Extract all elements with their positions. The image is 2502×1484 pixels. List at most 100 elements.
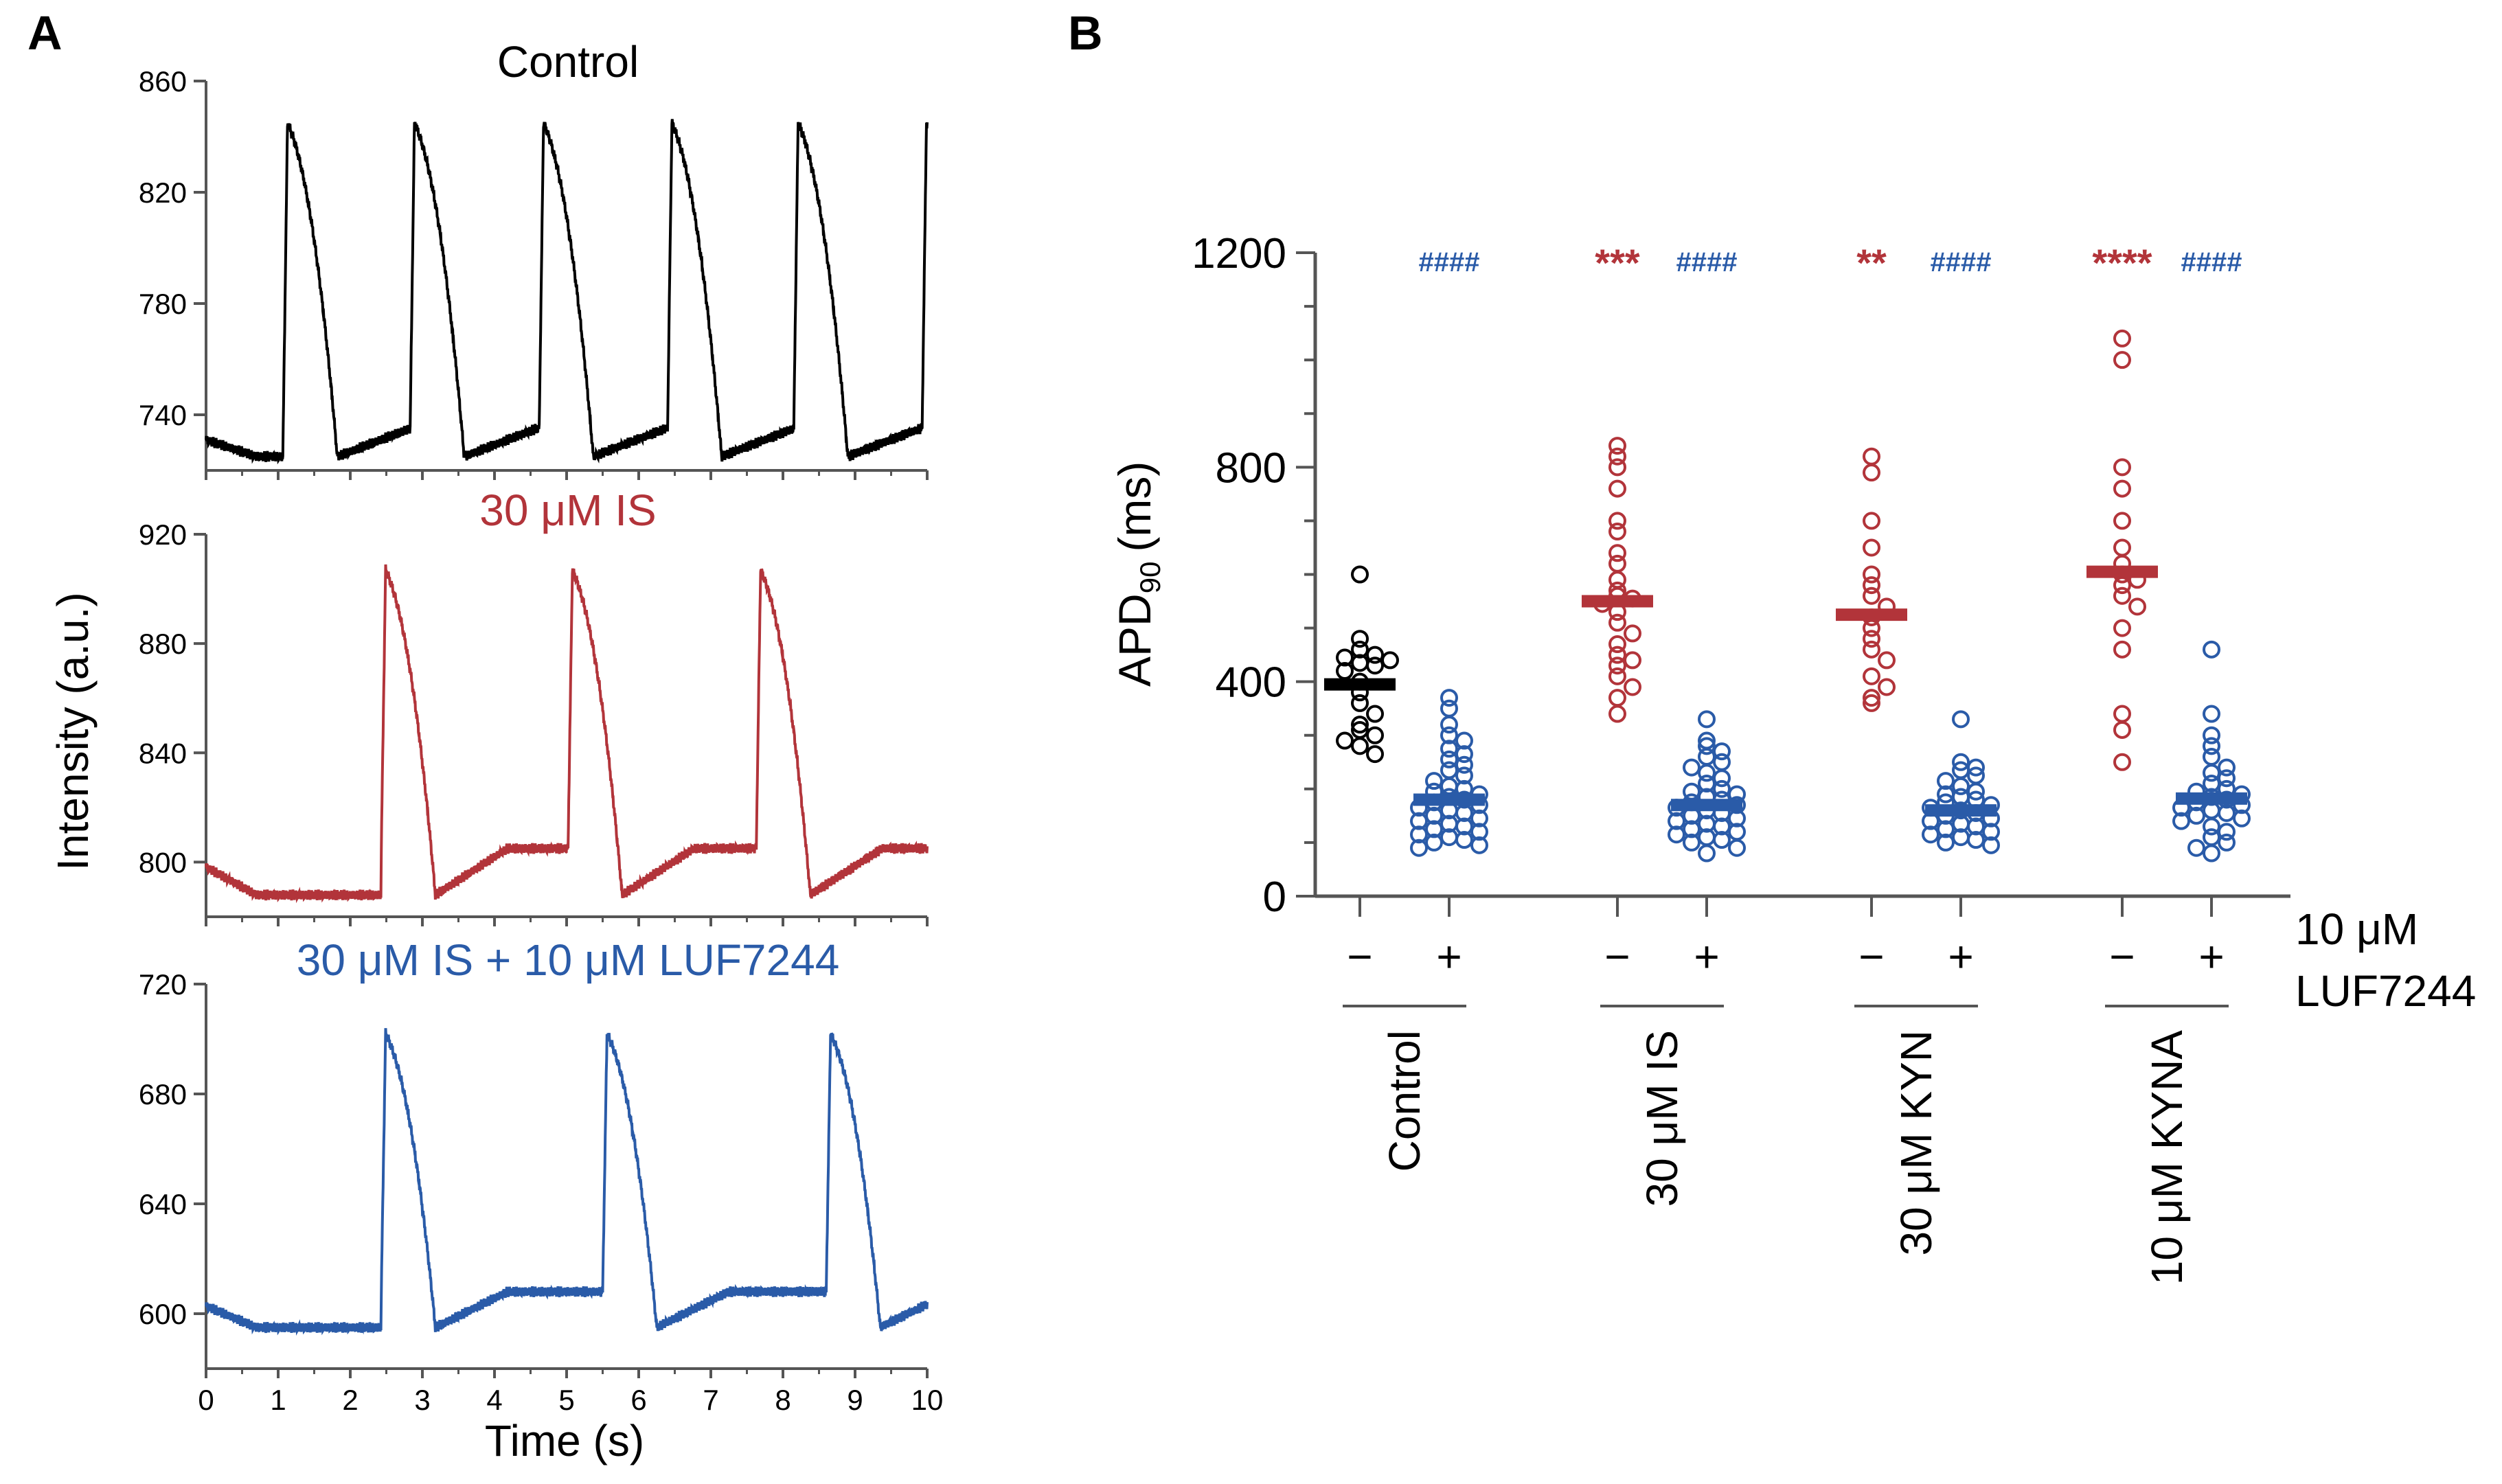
apd90-point <box>2113 351 2131 369</box>
apd90-point <box>1608 447 1626 466</box>
apd90-point <box>1440 689 1458 707</box>
apd90-point <box>1863 630 1880 648</box>
apd90-point <box>2233 809 2251 827</box>
apd90-point <box>1863 576 1880 595</box>
apd90-point <box>1366 726 1384 744</box>
apd90-point <box>2203 764 2220 782</box>
apd90-ytick-label: 400 <box>1216 659 1286 707</box>
trace-line-is-luf <box>205 1028 929 1336</box>
apd90-point <box>1624 651 1641 670</box>
apd90-point <box>1608 512 1626 530</box>
apd90-point <box>1351 716 1369 734</box>
trace-ytick-label: 600 <box>139 1298 187 1330</box>
apd90-point <box>2203 726 2220 744</box>
apd90-point <box>1336 731 1354 750</box>
apd90-point <box>1440 726 1458 744</box>
apd90-point <box>1713 742 1731 761</box>
apd90-point <box>2187 806 2205 825</box>
trace-ytick-label: 800 <box>139 846 187 878</box>
panel-b-label: B <box>1068 6 1103 60</box>
trace-xtick-label: 9 <box>847 1384 863 1416</box>
apd90-point <box>1863 538 1880 557</box>
apd90-point <box>1937 772 1955 790</box>
trace-ytick-label: 840 <box>139 737 187 769</box>
trace-title-control: Control <box>497 37 639 87</box>
apd90-point <box>1410 812 1428 830</box>
group-label: 30 μM KYN <box>1891 1030 1941 1256</box>
apd90-point <box>1878 651 1896 670</box>
apd90-point <box>1863 565 1880 584</box>
apd90-point <box>1440 740 1458 758</box>
trace-xtick-label: 0 <box>198 1384 214 1416</box>
apd90-ytick-label: 1200 <box>1192 230 1286 277</box>
apd90-ylabel: APD90 (ms) <box>1109 461 1166 687</box>
panel-a-label: A <box>27 6 62 60</box>
apd90-point <box>1863 667 1880 685</box>
apd90-points <box>1336 329 2251 863</box>
apd90-point <box>1608 437 1626 455</box>
panel-a-ylabel: Intensity (a.u.) <box>48 592 98 871</box>
apd90-point <box>2218 803 2236 822</box>
apd90-point <box>1698 844 1716 863</box>
apd90-point <box>1608 479 1626 498</box>
apd90-point <box>1425 806 1443 825</box>
significance-marker: **** <box>2092 241 2152 284</box>
apd90-point <box>1470 823 1488 841</box>
trace-line-control <box>205 119 929 465</box>
apd90-point <box>1713 831 1731 849</box>
trace-xtick-label: 10 <box>911 1384 944 1416</box>
apd90-point <box>2113 705 2131 723</box>
significance-marker: ** <box>1856 241 1887 284</box>
apd90-point <box>1713 753 1731 771</box>
apd90-point <box>1683 820 1701 838</box>
apd90-point <box>1410 838 1428 857</box>
apd90-point <box>2113 619 2131 637</box>
apd90-point <box>2203 844 2220 863</box>
apd90-point <box>1351 694 1369 712</box>
apd90-point <box>2203 828 2220 847</box>
apd90-point <box>1863 464 1880 482</box>
trace-line-is <box>205 564 929 904</box>
apd90-point <box>1366 705 1384 723</box>
apd90-point <box>1952 753 1970 771</box>
apd90-point <box>2113 512 2131 530</box>
apd90-point <box>1863 689 1880 707</box>
apd90-point <box>1952 710 1970 729</box>
apd90-point <box>2203 775 2220 793</box>
apd90-point <box>1608 667 1626 685</box>
trace-title-is: 30 μM IS <box>479 486 656 535</box>
apd90-point <box>1937 820 1955 838</box>
panel-a-xlabel: Time (s) <box>485 1416 644 1465</box>
trace-plot-control: 740 780 820 860 <box>139 65 929 480</box>
trace-xtick-label: 6 <box>630 1384 646 1416</box>
apd90-point <box>2113 329 2131 347</box>
apd90-point <box>2218 769 2236 788</box>
apd90-point <box>2203 817 2220 836</box>
apd90-point <box>2113 720 2131 739</box>
trace-xtick-label: 7 <box>703 1384 718 1416</box>
apd90-point <box>2203 737 2220 755</box>
trace-xtick-label: 4 <box>486 1384 502 1416</box>
apd90-point <box>1863 640 1880 659</box>
luf-condition-label: + <box>1948 932 1973 981</box>
apd90-point <box>1455 755 1473 774</box>
trace-ytick-label: 780 <box>139 288 187 320</box>
apd90-point <box>1455 745 1473 764</box>
significance-markers: #### *** #### ** #### **** #### <box>1419 241 2242 284</box>
apd90-point <box>2187 838 2205 857</box>
apd90-point <box>2113 640 2131 659</box>
apd90-point <box>1863 586 1880 605</box>
apd90-point <box>2128 597 2146 616</box>
apd90-point <box>1967 817 1985 836</box>
trace-ytick-label: 640 <box>139 1188 187 1220</box>
luf-label-line1: 10 μM <box>2295 904 2418 954</box>
apd90-point <box>1351 565 1369 584</box>
apd90-point <box>1440 761 1458 779</box>
apd90-point <box>1470 836 1488 854</box>
significance-marker: #### <box>1676 247 1738 277</box>
apd90-point <box>1608 689 1626 707</box>
apd90-point <box>1608 646 1626 664</box>
apd90-point <box>2203 747 2220 766</box>
trace-xtick-label: 8 <box>775 1384 791 1416</box>
